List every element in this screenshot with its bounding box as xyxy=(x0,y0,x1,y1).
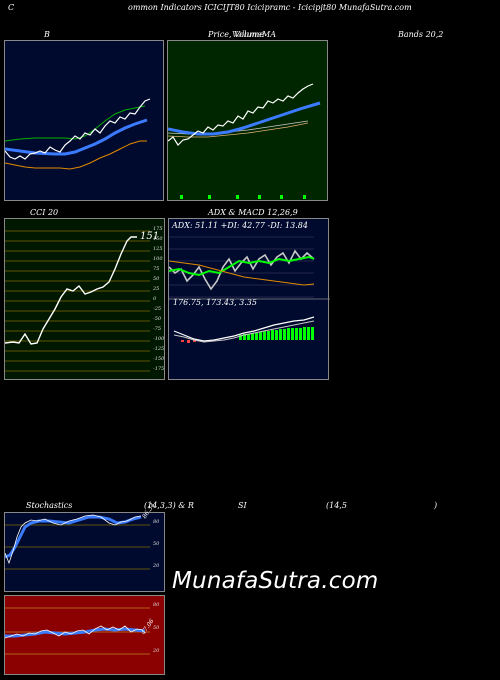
stoch-label: Stochastics xyxy=(26,501,73,510)
stoch-k-line xyxy=(5,514,142,565)
rsi-scale: 80 50 20 xyxy=(153,602,167,662)
scale-tick-label: 50 xyxy=(153,625,160,631)
scale-tick-label: 100 xyxy=(153,256,163,262)
volume-bar xyxy=(180,195,183,199)
cci-scale: 175 150 125 100 75 50 25 0 -25 -50 -75 -100 -125 -150… xyxy=(153,226,167,376)
rsi-chart xyxy=(4,595,165,675)
scale-tick-label: 50 xyxy=(153,541,160,547)
scale-tick-label: -150 xyxy=(153,356,165,362)
macd-values: 176.75, 173.43, 3.35 xyxy=(173,298,257,307)
scale-tick-label: 20 xyxy=(153,563,160,569)
adx-macd-chart xyxy=(168,218,330,380)
scale-tick-label: 20 xyxy=(153,648,160,654)
scale-tick-label: 150 xyxy=(153,236,163,242)
price-ma-chart xyxy=(167,40,328,201)
ma-thick-line xyxy=(168,101,321,136)
close-paren: ) xyxy=(434,501,438,510)
stochastics-chart xyxy=(4,512,165,592)
volume-bar xyxy=(258,195,261,199)
cci-line xyxy=(5,236,137,345)
scale-tick-label: 50 xyxy=(153,276,160,282)
bands-label: Bands 20,2 xyxy=(398,30,444,39)
bollinger-chart xyxy=(4,40,164,201)
scale-tick-label: 125 xyxy=(153,246,163,252)
scale-tick-label: -175 xyxy=(153,366,165,372)
volume-bar xyxy=(208,195,211,199)
volume-bar xyxy=(236,195,239,199)
macd-histogram xyxy=(239,327,314,340)
price-volume-label: Price, Volume xyxy=(208,30,264,39)
scale-tick-label: -75 xyxy=(153,326,162,332)
price-line xyxy=(168,83,314,146)
stoch-scale: 80 50 20 xyxy=(153,519,167,579)
cci-value-label: 151 xyxy=(140,231,160,242)
scale-tick-label: 175 xyxy=(153,226,163,232)
stoch-d-line xyxy=(5,515,142,559)
rsi-line xyxy=(5,625,144,639)
scale-tick-label: -25 xyxy=(153,306,162,312)
scale-tick-label: 0 xyxy=(153,296,157,302)
adx-values: ADX: 51.11 +DI: 42.77 -DI: 13.84 xyxy=(172,221,308,230)
ma-label: MA xyxy=(262,30,276,39)
scale-tick-label: -125 xyxy=(153,346,165,352)
scale-tick-label: -50 xyxy=(153,316,162,322)
cci-chart xyxy=(4,218,165,380)
scale-tick-label: 75 xyxy=(153,266,160,272)
price-line xyxy=(5,98,151,160)
macd-line xyxy=(173,316,315,342)
scale-tick-label: 80 xyxy=(153,519,160,525)
cci-label: CCI 20 xyxy=(30,208,59,217)
lower-band-line xyxy=(5,140,147,170)
volume-overlay-label: Volume xyxy=(232,30,262,39)
volume-bar xyxy=(280,195,283,199)
volume-bar xyxy=(303,195,306,199)
watermark: MunafaSutra.com xyxy=(172,568,379,594)
bollinger-label: B xyxy=(44,30,50,39)
adx-line xyxy=(169,249,315,291)
upper-band-line xyxy=(5,105,146,142)
signal-line xyxy=(173,320,315,343)
minus-di-line xyxy=(169,260,315,286)
adx-macd-label: ADX & MACD 12,26,9 xyxy=(208,208,298,217)
si-label: SI xyxy=(238,501,247,510)
stoch-params: (14,3,3) & R xyxy=(144,501,194,510)
header-c: C xyxy=(8,3,15,12)
rsi-params: (14,5 xyxy=(326,501,347,510)
scale-tick-label: 80 xyxy=(153,602,160,608)
page-title: ommon Indicators ICICIJT80 Icicipramc - … xyxy=(128,3,412,12)
scale-tick-label: 25 xyxy=(153,286,160,292)
plus-di-line xyxy=(169,255,315,277)
scale-tick-label: -100 xyxy=(153,336,165,342)
rsi-smooth-line xyxy=(5,627,146,638)
